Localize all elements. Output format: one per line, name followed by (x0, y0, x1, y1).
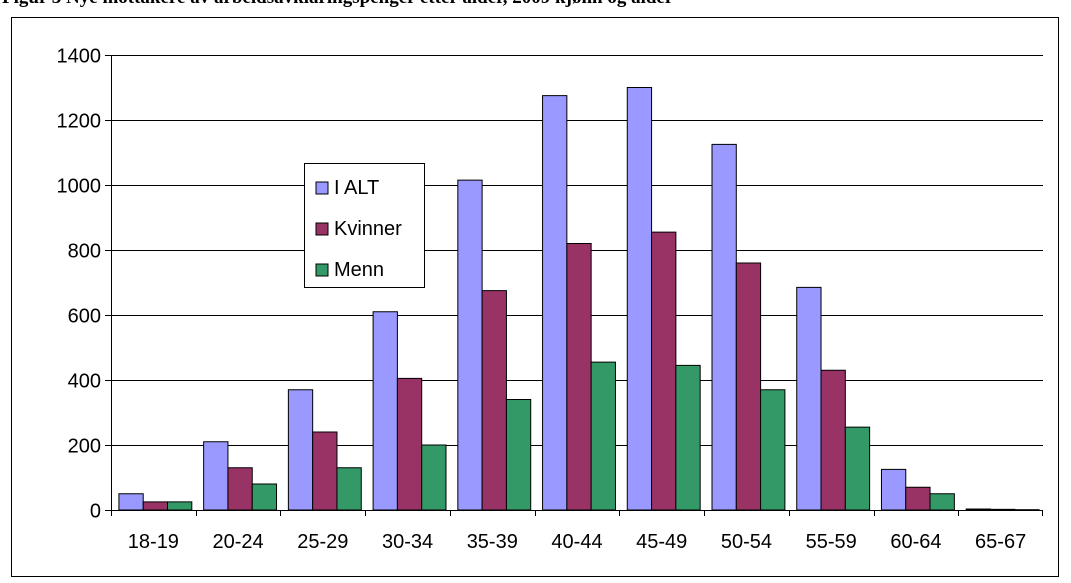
bar-menn-35-39 (505, 399, 532, 511)
legend: I ALT Kvinner Menn (304, 163, 425, 288)
x-tick-label: 25-29 (297, 531, 348, 553)
y-tick-label: 1200 (57, 111, 102, 133)
bar-menn-18-19 (167, 501, 193, 511)
bar-i-alt-20-24 (203, 441, 229, 511)
bar-menn-50-54 (760, 389, 786, 511)
y-tick-label: 1000 (57, 176, 102, 198)
legend-swatch-kvinner (315, 222, 329, 236)
x-tick-label: 45-49 (636, 531, 687, 553)
x-tick-label: 55-59 (806, 531, 857, 553)
bar-i-alt-30-34 (372, 311, 398, 511)
bar-kvinner-18-19 (142, 501, 169, 511)
bar-i-alt-50-54 (711, 143, 737, 511)
bar-kvinner-25-29 (312, 431, 338, 511)
bar-kvinner-60-64 (905, 486, 931, 511)
bar-kvinner-20-24 (227, 467, 253, 511)
bar-i-alt-35-39 (457, 179, 483, 511)
bar-menn-25-29 (336, 467, 362, 511)
bar-i-alt-18-19 (118, 493, 144, 511)
bar-kvinner-40-44 (566, 243, 592, 511)
bar-kvinner-55-59 (820, 369, 846, 511)
legend-label-kvinner: Kvinner (334, 218, 402, 240)
x-tick-label: 20-24 (213, 531, 264, 553)
bar-i-alt-25-29 (287, 389, 314, 511)
y-tick-label: 800 (68, 241, 101, 263)
bar-kvinner-45-49 (651, 231, 677, 511)
bar-i-alt-45-49 (626, 87, 653, 511)
x-tick-label: 65-67 (975, 531, 1026, 553)
bar-i-alt-55-59 (796, 286, 822, 511)
x-tick-label: 50-54 (721, 531, 772, 553)
axes: 0 200 400 600 800 1000 1200 1400 18-19 20-24 25-29… (57, 46, 1043, 553)
legend-label-i-alt: I ALT (334, 177, 379, 199)
bar-i-alt-40-44 (542, 95, 568, 511)
x-tick-label: 30-34 (382, 531, 433, 553)
bar-i-alt-65-67 (965, 508, 991, 511)
legend-swatch-i-alt (315, 181, 329, 195)
bar-menn-55-59 (844, 426, 871, 511)
bar-kvinner-30-34 (396, 377, 423, 511)
y-tick-label: 600 (68, 306, 101, 328)
y-tick-label: 1400 (57, 46, 102, 68)
y-tick-label: 200 (68, 436, 101, 458)
bar-menn-60-64 (929, 493, 955, 511)
x-tick-label: 18-19 (128, 531, 179, 553)
legend-swatch-menn (315, 263, 329, 277)
bar-menn-20-24 (251, 483, 278, 511)
bar-kvinner-35-39 (481, 290, 507, 511)
bar-menn-45-49 (675, 364, 701, 511)
y-tick-label: 0 (90, 501, 101, 523)
legend-label-menn: Menn (334, 259, 384, 281)
x-tick-label: 35-39 (467, 531, 518, 553)
bar-kvinner-65-67 (989, 508, 1016, 511)
y-tick-label: 400 (68, 371, 101, 393)
x-tick-label: 40-44 (551, 531, 602, 553)
page-title: Figur 3 Nye mottakere av arbeidsavklarin… (2, 0, 1062, 8)
bar-kvinner-50-54 (735, 262, 762, 511)
bars (118, 87, 1040, 511)
bar-menn-30-34 (421, 444, 447, 511)
bar-menn-40-44 (590, 361, 616, 511)
bar-i-alt-60-64 (880, 468, 907, 511)
x-tick-label: 60-64 (890, 531, 941, 553)
